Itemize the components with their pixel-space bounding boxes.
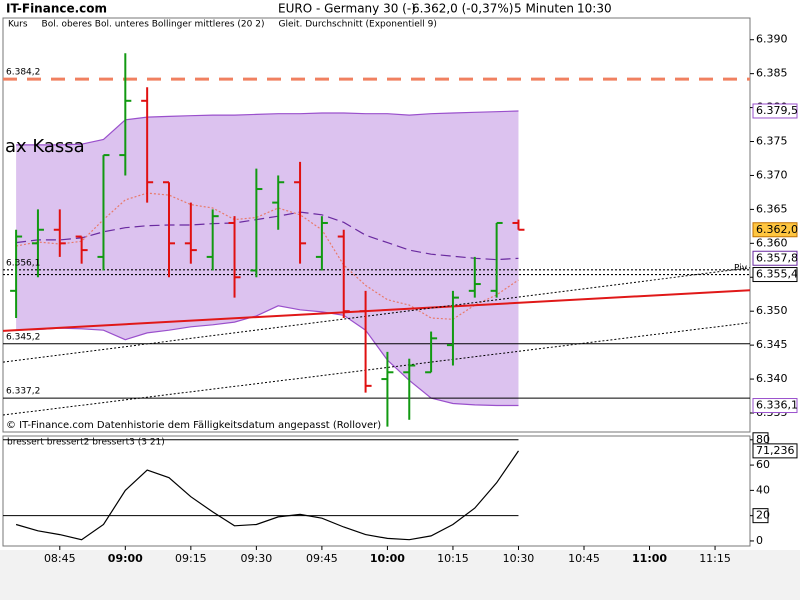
instrument: EURO - Germany 30 (-) [278, 2, 416, 16]
level-label: 6.356,1 [6, 258, 40, 268]
quote: 6.362,0 (-0,37%) [412, 2, 513, 16]
y-tick-label: 6.385 [756, 67, 788, 80]
y-tick-label: 6.360 [756, 236, 788, 249]
series-line [16, 211, 519, 261]
pivot-label: Piv [734, 264, 748, 274]
axes: 6.3356.3406.3456.3506.3556.3606.3656.370… [44, 33, 798, 565]
x-tick-label: 10:00 [370, 552, 405, 565]
value-label: 6.336,1 [756, 399, 798, 412]
trend-line [3, 289, 750, 332]
level-label: 6.345,2 [6, 332, 40, 342]
legend-entry: Kurs [8, 20, 28, 30]
bollinger-band-fill [16, 110, 519, 406]
series-line [15, 450, 519, 541]
value-label: 6.355,4 [756, 268, 798, 281]
y-tick-label: 60 [756, 458, 770, 471]
indicator-plot [3, 439, 519, 541]
footer: © IT-Finance.com Datenhistorie dem Fälli… [6, 420, 381, 431]
y-tick-label: 6.350 [756, 304, 788, 317]
value-label: 6.379,5 [756, 104, 798, 117]
y-tick-label: 6.345 [756, 338, 788, 351]
value-label-box [752, 250, 798, 266]
y-tick-label: 40 [756, 483, 770, 496]
legend-entry: Bol. oberes Bol. unteres Bollinger mittl… [42, 20, 265, 30]
x-tick-label: 08:45 [44, 552, 76, 565]
main-plot [3, 53, 750, 427]
x-tick-label: 11:15 [699, 552, 731, 565]
x-tick-label: 09:15 [175, 552, 207, 565]
trend-line [3, 322, 750, 416]
trend-line [3, 267, 750, 363]
x-tick-label: 09:00 [108, 552, 143, 565]
site-name: IT-Finance.com [6, 2, 107, 16]
level-label: 6.337,2 [6, 387, 40, 397]
legend-entry: Gleit. Durchschnitt (Exponentiell 9) [278, 20, 436, 30]
y-tick-label: 6.365 [756, 202, 788, 215]
value-label-box [752, 222, 798, 238]
y-tick-label: 6.390 [756, 33, 788, 46]
series-line [15, 192, 519, 320]
y-tick-label: 6.375 [756, 135, 788, 148]
y-tick-label: 20 [756, 509, 770, 522]
annotation: ax Kassa [5, 136, 85, 157]
value-label: 6.357,8 [756, 251, 798, 264]
x-tick-label: 09:30 [241, 552, 273, 565]
level-label: 6.384,2 [6, 68, 40, 78]
y-tick-box [752, 508, 769, 524]
series-line [16, 305, 519, 407]
value-label-box [752, 398, 798, 414]
value-label-box [752, 267, 798, 283]
y-tick-label: 6.370 [756, 168, 788, 181]
y-tick-label: 6.340 [756, 372, 788, 385]
x-tick-label: 10:15 [437, 552, 469, 565]
x-tick-label: 10:30 [503, 552, 535, 565]
y-tick-label: 80 [756, 433, 770, 446]
value-label-box [752, 443, 798, 459]
value-label: 6.362,0 [756, 223, 798, 236]
indicator-panel [2, 435, 751, 547]
indicator-title: bressert bressert2 bressert3 (3 21) [7, 438, 165, 448]
x-tick-label: 09:45 [306, 552, 338, 565]
y-tick-label: 0 [756, 534, 763, 547]
axis-background [0, 550, 800, 600]
x-tick-label: 10:45 [568, 552, 600, 565]
value-label: 71,236 [756, 444, 795, 457]
interval: 5 Minuten [514, 2, 574, 16]
series-line [16, 110, 519, 146]
time: 10:30 [577, 2, 612, 16]
x-tick-label: 11:00 [632, 552, 667, 565]
value-label-box [752, 103, 798, 119]
